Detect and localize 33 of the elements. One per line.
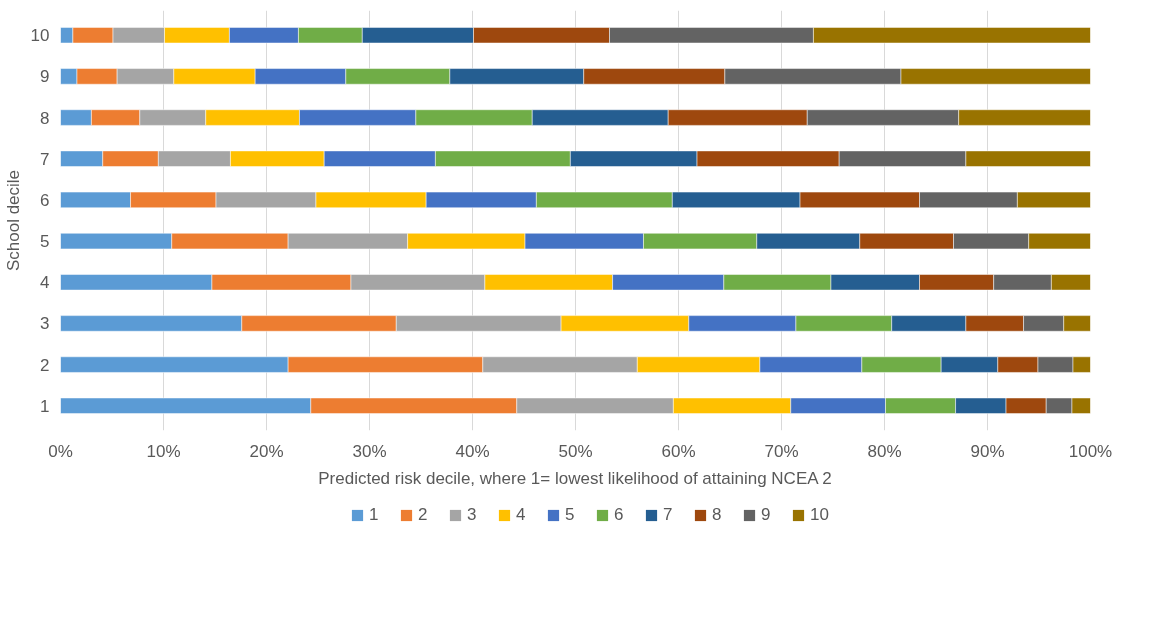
legend-label: 2 bbox=[418, 505, 429, 525]
x-tick-label: 20% bbox=[249, 441, 284, 461]
x-tick-label: 50% bbox=[558, 441, 593, 461]
y-tick-label: 9 bbox=[40, 67, 50, 87]
x-tick-label: 40% bbox=[455, 441, 490, 461]
y-tick-label: 1 bbox=[40, 396, 50, 416]
x-tick-label: 0% bbox=[48, 441, 73, 461]
x-tick-label: 80% bbox=[867, 441, 902, 461]
legend-label: 8 bbox=[712, 505, 723, 525]
x-axis-title: Predicted risk decile, where 1= lowest likelihood of attaining NCEA 2 bbox=[318, 468, 832, 488]
legend-label: 7 bbox=[663, 505, 674, 525]
y-tick-label: 5 bbox=[40, 232, 50, 252]
y-tick-label: 6 bbox=[40, 190, 50, 210]
legend-label: 9 bbox=[761, 505, 772, 525]
legend-label: 6 bbox=[614, 505, 625, 525]
legend-label: 4 bbox=[516, 505, 527, 525]
x-tick-label: 10% bbox=[146, 441, 181, 461]
y-axis-title: School decile bbox=[3, 169, 23, 272]
y-tick-label: 4 bbox=[40, 273, 50, 293]
legend-label: 5 bbox=[565, 505, 576, 525]
y-tick-label: 3 bbox=[40, 314, 50, 334]
legend-label: 1 bbox=[369, 505, 380, 525]
x-tick-label: 70% bbox=[764, 441, 799, 461]
legend-label: 10 bbox=[810, 505, 830, 525]
y-tick-label: 7 bbox=[40, 149, 50, 169]
legend-label: 3 bbox=[467, 505, 478, 525]
x-tick-label: 30% bbox=[352, 441, 387, 461]
y-tick-label: 10 bbox=[30, 26, 50, 46]
y-tick-label: 8 bbox=[40, 108, 50, 128]
x-tick-label: 100% bbox=[1068, 441, 1113, 461]
x-tick-label: 60% bbox=[661, 441, 696, 461]
y-tick-label: 2 bbox=[40, 355, 50, 375]
x-tick-label: 90% bbox=[970, 441, 1005, 461]
